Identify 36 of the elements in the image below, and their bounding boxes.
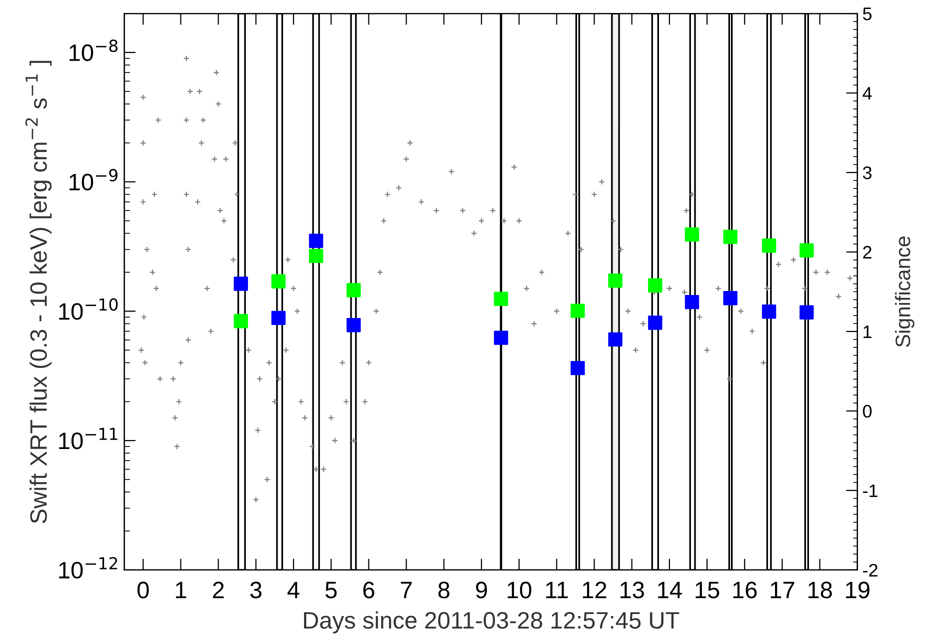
y-tick-label: 10$^{−12}$ <box>59 557 118 579</box>
y2-axis-title: Significance <box>894 236 914 347</box>
x-tick-label: 8 <box>438 582 450 598</box>
x-tick-label: 19 <box>846 582 870 598</box>
x-tick-label: 11 <box>546 582 568 598</box>
y-tick-label: 10$^{−8}$ <box>70 40 118 62</box>
x-tick-label: 12 <box>582 582 606 598</box>
y2-tick-label: 2 <box>863 246 872 259</box>
x-tick-label: 3 <box>250 582 262 598</box>
y2-tick-label: 1 <box>864 326 872 338</box>
x-tick-label: 4 <box>287 582 300 598</box>
x-tick-label: 10 <box>508 582 532 598</box>
y2-tick-label: 3 <box>862 166 872 180</box>
x-axis-title: Days since 2011-03-28 12:57:45 UT <box>304 611 680 634</box>
y2-tick-label: 0 <box>862 404 872 418</box>
x-tick-label: 18 <box>808 582 832 598</box>
x-tick-label: 6 <box>363 582 374 598</box>
y2-tick-label: 5 <box>862 8 872 20</box>
y-tick-label: 10$^{−9}$ <box>70 168 118 190</box>
x-tick-label: 2 <box>212 582 224 598</box>
y2-tick-label: -1 <box>863 484 878 497</box>
y-axis-title: Swift XRT flux (0.3 - 10 keV) [erg cm$^{−2}$ s$^{−1}$ ] <box>25 60 52 524</box>
y2-tick-label: 4 <box>862 87 872 100</box>
x-tick-label: 7 <box>400 582 412 598</box>
x-tick-label: 14 <box>658 582 682 598</box>
y2-tick-label: -2 <box>863 564 878 576</box>
x-tick-label: 1 <box>176 582 186 598</box>
x-tick-label: 5 <box>325 582 337 598</box>
x-tick-label: 16 <box>733 582 757 598</box>
x-tick-label: 17 <box>770 582 794 598</box>
x-tick-label: 0 <box>138 582 149 598</box>
y-tick-label: 10$^{−10}$ <box>59 298 118 320</box>
y-tick-label: 10$^{−11}$ <box>59 428 118 450</box>
x-tick-label: 13 <box>620 582 644 598</box>
x-tick-label: 15 <box>696 582 720 598</box>
x-tick-label: 9 <box>476 582 487 598</box>
